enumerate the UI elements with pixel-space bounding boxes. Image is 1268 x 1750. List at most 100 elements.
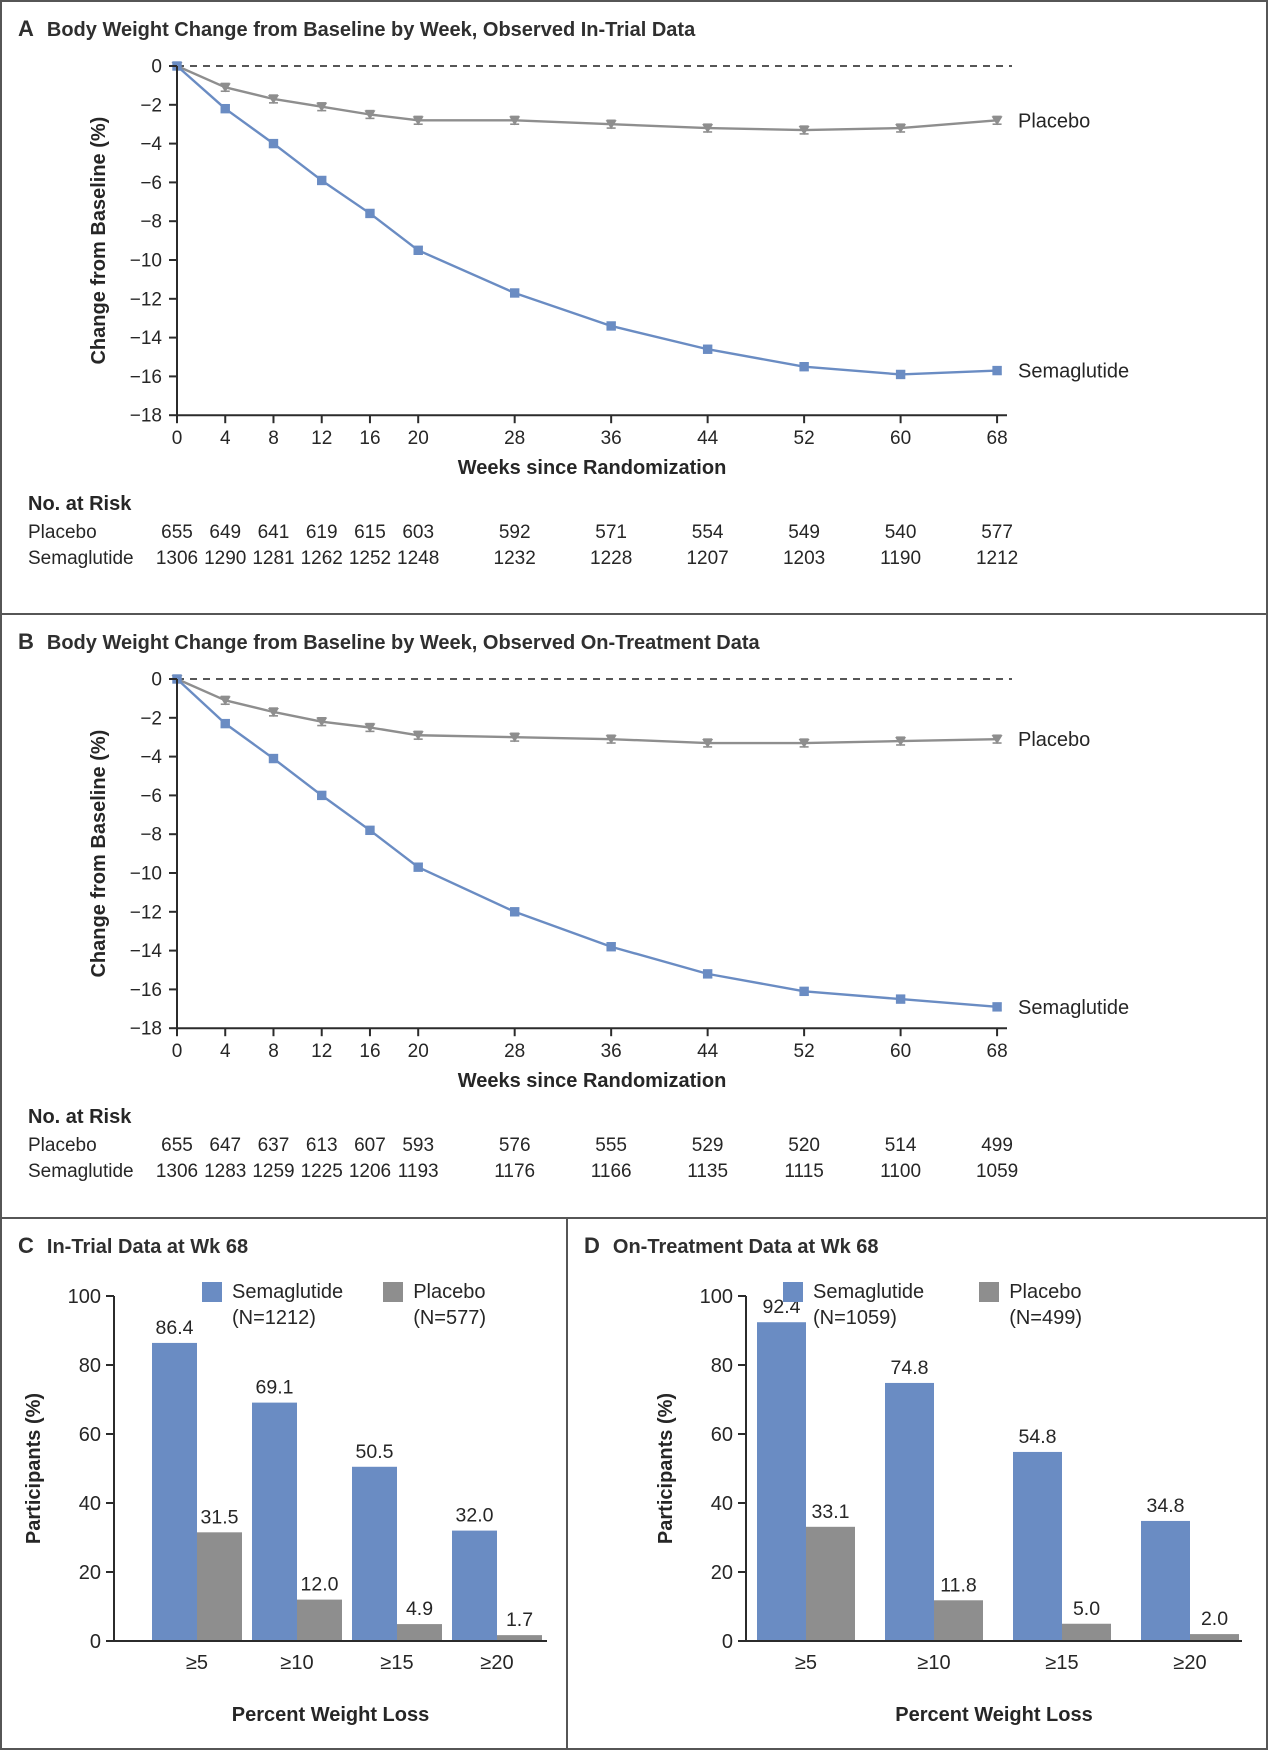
placebo-marker [267,707,279,717]
x-axis-label: Weeks since Randomization [458,457,727,479]
semaglutide-end-label: Semaglutide [1018,361,1129,383]
semaglutide-swatch-icon [783,1282,803,1302]
placebo-end-label: Placebo [1018,729,1090,751]
panel-a-title-text: Body Weight Change from Baseline by Week… [46,19,696,41]
bar-value-label: 5.0 [1073,1598,1100,1620]
bar-semaglutide [1013,1451,1062,1641]
semaglutide-marker [606,942,616,952]
risk-value: 577 [981,522,1013,543]
risk-value: 1100 [880,1161,922,1182]
y-tick-label: 0 [151,670,162,691]
x-tick-label: 20 [408,428,429,449]
y-tick-label: 60 [79,1424,101,1446]
legend-label: Placebo [1009,1281,1082,1303]
risk-row-label: Placebo [28,1135,97,1156]
bar-placebo [197,1532,242,1641]
y-tick-label: −18 [130,406,162,427]
y-axis-label: Participants (%) [23,1393,45,1544]
risk-value: 1059 [975,1161,1019,1182]
x-tick-label: 12 [311,1041,332,1062]
panel-a-letter: A [18,16,34,41]
risk-value: 641 [257,522,290,543]
risk-value: 1306 [155,1161,199,1182]
semaglutide-line [176,678,998,1009]
panel-b-title: B Body Weight Change from Baseline by Wee… [2,615,1266,655]
panel-b-title-text: Body Weight Change from Baseline by Week… [46,632,760,654]
placebo-marker [605,735,617,745]
bar-semaglutide [352,1466,397,1641]
bar-placebo [934,1600,983,1641]
semaglutide-marker [702,969,713,979]
placebo-marker [895,737,907,747]
bar-value-label: 74.8 [891,1357,929,1379]
semaglutide-marker [365,208,375,219]
y-tick-label: 80 [79,1355,101,1377]
x-tick-label: 44 [697,428,719,449]
y-tick-label: 0 [90,1631,101,1653]
bar-value-label: 33.1 [812,1501,850,1523]
category-label: ≥10 [917,1652,950,1674]
semaglutide-marker [895,369,906,380]
risk-row-label: Placebo [28,522,97,543]
risk-value: 1281 [252,548,295,569]
panel-b-line-chart: Placebo Semaglutide 0 −2 −4 −6 −8 −10 −12 −14 −16 −… [88,670,1129,1093]
placebo-marker [991,116,1003,126]
risk-value: 549 [788,522,820,543]
panel-d: D On-Treatment Data at Wk 68 Semaglutide … [568,1219,1266,1748]
semaglutide-marker [268,138,279,149]
placebo-marker [798,126,810,136]
x-tick-label: 36 [601,428,622,449]
legend-entry-placebo: Placebo (N=577) [383,1279,486,1331]
y-tick-label: 0 [151,57,162,78]
bottom-row: C In-Trial Data at Wk 68 Semaglutide (N=1… [2,1219,1266,1748]
y-tick-label: −16 [130,980,162,1001]
risk-value: 613 [305,1135,338,1156]
placebo-marker [509,116,521,126]
semaglutide-marker [317,175,327,186]
y-tick-label: 20 [711,1562,733,1584]
panel-d-bar-chart: 92.433.1≥574.811.8≥1054.85.0≥1534.82.0≥2… [655,1286,1242,1726]
legend-label: Semaglutide [813,1281,925,1303]
y-axis-label: Participants (%) [655,1393,677,1544]
risk-value: 647 [209,1135,242,1156]
y-tick-label: −8 [140,212,162,233]
bar-semaglutide [152,1342,197,1641]
legend-entry-semaglutide: Semaglutide (N=1212) [202,1279,343,1331]
y-tick-label: −6 [140,173,162,194]
x-tick-label: 16 [359,428,380,449]
placebo-marker [412,731,424,741]
x-tick-label: 28 [504,1041,525,1062]
risk-value: 1306 [155,548,199,569]
risk-value: 1225 [300,1161,343,1182]
placebo-line [176,677,998,745]
panel-d-letter: D [584,1233,600,1258]
semaglutide-end-label: Semaglutide [1018,997,1129,1019]
legend-n-label: (N=577) [413,1307,486,1329]
placebo-marker [316,717,328,727]
bar-semaglutide [1141,1520,1190,1641]
legend-label: Placebo [413,1281,486,1303]
placebo-marker [605,120,617,130]
bar-value-label: 31.5 [201,1506,239,1528]
panel-a-risk-table: No. at Risk Placebo Semaglutide 655 649 64… [2,491,1266,583]
legend-label: Semaglutide [232,1281,344,1303]
x-tick-label: 60 [890,1041,911,1062]
risk-value: 637 [257,1135,290,1156]
risk-value: 1212 [975,548,1019,569]
semaglutide-marker [317,790,327,801]
y-tick-label: −14 [130,328,163,349]
y-tick-label: −10 [130,864,162,885]
panel-a-line-chart: Placebo Semaglutide 0 −2 −4 −6 −8 −10 −12 −14 −16 −… [88,57,1129,480]
bar-placebo [1190,1634,1239,1641]
placebo-line [176,64,998,132]
semaglutide-marker [365,825,375,836]
bar-value-label: 11.8 [940,1574,977,1596]
risk-value: 615 [354,522,386,543]
bar-semaglutide [757,1322,806,1641]
risk-value: 529 [691,1135,724,1156]
x-axis-label: Percent Weight Loss [895,1704,1092,1726]
risk-value: 571 [595,522,627,543]
y-tick-label: −6 [140,786,162,807]
y-tick-label: −12 [130,289,162,310]
placebo-marker [364,723,376,733]
